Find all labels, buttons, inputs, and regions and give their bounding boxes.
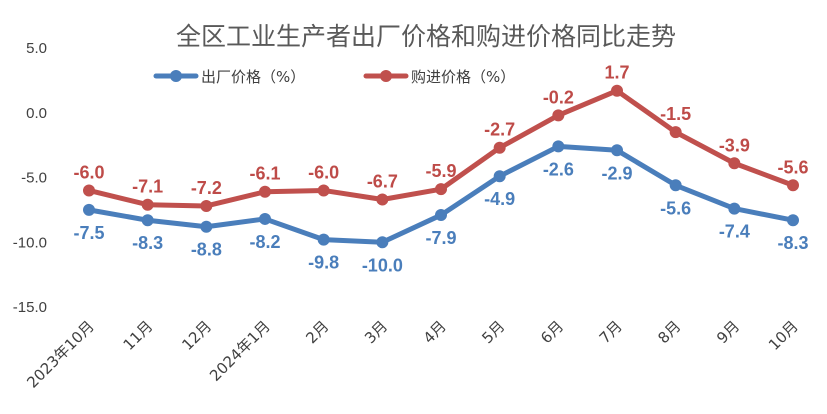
data-label: -2.6 xyxy=(543,159,574,179)
x-tick-label: 11月 xyxy=(120,317,157,354)
data-label: -8.3 xyxy=(132,233,163,253)
data-point xyxy=(376,193,389,206)
x-tick-label: 6月 xyxy=(537,317,567,347)
y-tick-label: 0.0 xyxy=(26,105,47,122)
data-label: -6.0 xyxy=(73,162,104,182)
data-label: -5.6 xyxy=(777,157,808,177)
data-label: -6.0 xyxy=(308,162,339,182)
data-point xyxy=(259,185,271,198)
x-tick-label: 3月 xyxy=(361,317,391,347)
legend-marker-0 xyxy=(170,70,182,82)
data-label: 1.7 xyxy=(604,63,629,83)
x-tick-label: 2023年10月 xyxy=(23,317,97,391)
legend-marker-1 xyxy=(380,70,392,82)
legend: 出厂价格（%） 购进价格（%） xyxy=(153,68,515,86)
data-label: -6.1 xyxy=(249,164,280,184)
data-label: -8.3 xyxy=(777,233,808,253)
data-point xyxy=(611,144,623,157)
data-point xyxy=(83,184,95,197)
data-point xyxy=(728,157,741,170)
data-point xyxy=(435,209,447,222)
data-point xyxy=(493,141,506,154)
data-label: -4.9 xyxy=(484,189,515,209)
series-0: -7.5 -8.3 -8.8 -8.2 -9.8 -10.0 -7.9 -4.9 -2.6 -2.… xyxy=(73,140,809,275)
x-tick-label: 10月 xyxy=(765,317,802,354)
x-tick-label: 2024年1月 xyxy=(206,317,274,385)
data-label: -10.0 xyxy=(362,255,403,275)
data-label: -7.2 xyxy=(191,178,222,198)
x-tick-label: 9月 xyxy=(713,317,743,347)
series-1: -6.0 -7.1 -7.2 -6.1 -6.0 -6.7 -5.9 -2.7 -0.2 1.7 -… xyxy=(73,63,809,212)
data-point xyxy=(259,212,271,225)
data-label: -8.8 xyxy=(191,240,222,260)
data-label: -2.9 xyxy=(601,163,632,183)
data-point xyxy=(141,198,154,211)
data-point xyxy=(669,126,682,139)
data-point xyxy=(787,214,799,227)
x-tick-label: 12月 xyxy=(178,317,215,354)
data-label: -1.5 xyxy=(660,104,691,124)
plot-area: -7.5 -8.3 -8.8 -8.2 -9.8 -10.0 -7.9 -4.9 -2.6 -2.… xyxy=(73,63,808,276)
data-point xyxy=(83,203,95,216)
data-label: -3.9 xyxy=(719,135,750,155)
data-point xyxy=(787,179,799,192)
legend-item-1: 购进价格（%） xyxy=(363,68,515,86)
data-label: -9.8 xyxy=(308,253,339,273)
y-tick-label: -5.0 xyxy=(21,170,47,187)
y-tick-label: 5.0 xyxy=(26,40,47,57)
data-label: -8.2 xyxy=(249,232,280,252)
data-label: -5.9 xyxy=(425,161,456,181)
data-point xyxy=(611,84,623,97)
data-label: -0.2 xyxy=(543,87,574,107)
legend-item-0: 出厂价格（%） xyxy=(153,68,305,86)
data-label: -7.5 xyxy=(73,223,104,243)
data-label: -5.6 xyxy=(660,198,691,218)
data-label: -6.7 xyxy=(367,172,398,192)
chart-title: 全区工业生产者出厂价格和购进价格同比走势 xyxy=(176,22,676,51)
data-point xyxy=(669,179,682,192)
data-label: -7.9 xyxy=(425,228,456,248)
x-tick-label: 2月 xyxy=(302,317,332,347)
x-tick-label: 7月 xyxy=(596,317,626,347)
y-tick-label: -10.0 xyxy=(13,234,47,251)
data-point xyxy=(200,199,213,212)
data-point xyxy=(552,140,565,153)
legend-label-1: 购进价格（%） xyxy=(411,68,515,86)
data-point xyxy=(728,202,741,215)
legend-label-0: 出厂价格（%） xyxy=(201,68,305,86)
data-point xyxy=(317,233,330,246)
data-label: -7.4 xyxy=(719,222,750,242)
data-point xyxy=(493,170,506,183)
y-axis: 5.0 0.0 -5.0 -10.0 -15.0 xyxy=(13,40,47,316)
data-point xyxy=(552,109,565,122)
data-point xyxy=(376,236,389,249)
data-point xyxy=(200,220,213,233)
data-point xyxy=(141,214,154,227)
y-tick-label: -15.0 xyxy=(13,299,47,316)
x-tick-label: 4月 xyxy=(420,317,450,347)
data-label: -7.1 xyxy=(132,177,163,197)
data-point xyxy=(317,184,330,197)
data-label: -2.7 xyxy=(484,120,515,140)
data-point xyxy=(435,183,447,196)
x-tick-label: 8月 xyxy=(654,317,684,347)
x-tick-label: 5月 xyxy=(478,317,508,347)
